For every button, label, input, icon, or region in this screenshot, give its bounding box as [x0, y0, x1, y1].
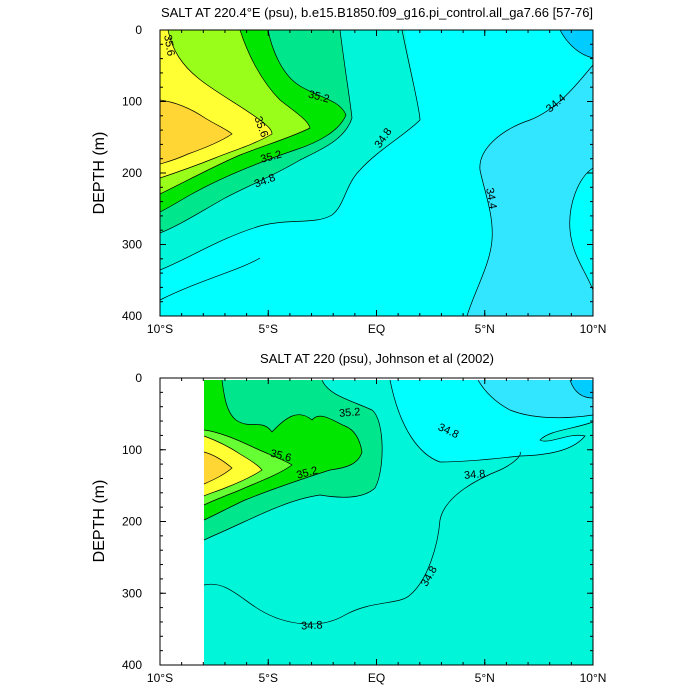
y-tick-label: 300: [122, 586, 142, 600]
x-tick-label: 5°S: [259, 671, 278, 685]
plot-area-bottom: 35.2 34.8 35.6 34.8 35.2 34.8 34.8: [203, 379, 594, 665]
fill-35.6: [204, 436, 262, 496]
x-tick-label: EQ: [368, 322, 385, 336]
fill-34.2b: [569, 168, 593, 290]
panel-bottom: SALT AT 220 (psu), Johnson et al (2002): [91, 351, 606, 685]
contour-label: 35.2: [259, 149, 283, 166]
axes-top: 10°S 5°S EQ 5°N 10°N 0 100 200 300 400: [122, 23, 606, 336]
contour-label: 35.6: [269, 448, 293, 465]
fill-34.4: [478, 380, 593, 418]
y-tick-label: 300: [122, 238, 142, 252]
contour-label: 34.4: [483, 187, 499, 210]
contour-label: 35.2: [339, 406, 361, 420]
x-tick-label: EQ: [368, 671, 385, 685]
x-tick-label: 10°S: [147, 671, 173, 685]
y-tick-label: 400: [122, 658, 142, 672]
fill-34.2: [570, 380, 593, 398]
contour-label: 34.8: [464, 468, 486, 482]
y-axis-label-top: DEPTH (m): [91, 132, 108, 215]
y-tick-label: 200: [122, 515, 142, 529]
contour-label: 34.8: [301, 619, 323, 632]
fill-34.0: [560, 30, 593, 58]
x-tick-label: 10°N: [580, 322, 607, 336]
contour-label: 35.2: [295, 465, 319, 482]
y-tick-label: 400: [122, 309, 142, 323]
y-tick-label: 100: [122, 95, 142, 109]
y-tick-label: 0: [135, 371, 142, 385]
y-tick-label: 100: [122, 443, 142, 457]
x-tick-label: 5°N: [475, 322, 495, 336]
chart-title-top: SALT AT 220.4°E (psu), b.e15.B1850.f09_g…: [161, 5, 593, 20]
x-tick-label: 10°S: [147, 322, 173, 336]
x-tick-label: 10°N: [580, 671, 607, 685]
x-tick-label: 5°S: [259, 322, 278, 336]
contour-label: 35.2: [307, 89, 331, 106]
panel-top: SALT AT 220.4°E (psu), b.e15.B1850.f09_g…: [91, 5, 606, 336]
y-axis-label-bottom: DEPTH (m): [91, 480, 108, 563]
plot-area-top: 35.6 35.2 35.6 34.8 35.2 34.8 34.4 34.4: [159, 29, 594, 317]
y-tick-label: 200: [122, 166, 142, 180]
fill-35.8: [204, 452, 232, 484]
chart-title-bottom: SALT AT 220 (psu), Johnson et al (2002): [260, 351, 494, 366]
fill-35.8: [160, 100, 232, 164]
y-tick-label: 0: [135, 23, 142, 37]
x-tick-label: 5°N: [475, 671, 495, 685]
contour-label: 35.6: [161, 34, 177, 57]
axes-bottom: 10°S 5°S EQ 5°N 10°N 0 100 200 300 400: [122, 371, 606, 685]
fill-34.2: [402, 30, 593, 316]
